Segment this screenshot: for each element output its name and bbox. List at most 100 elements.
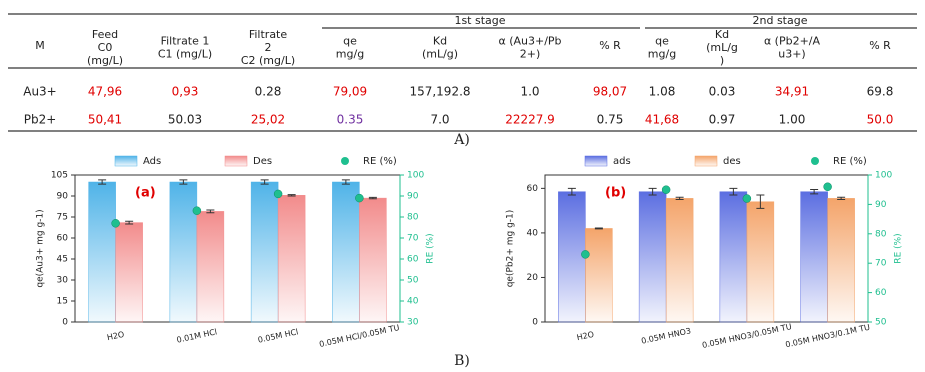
bar	[88, 181, 116, 323]
caption: A)	[453, 132, 470, 148]
table-cell: 0.75	[597, 113, 624, 127]
error-bar	[729, 187, 738, 196]
table-header: % R	[599, 39, 621, 52]
y-tick-label: 45	[57, 255, 68, 265]
annotation: (b)	[605, 186, 626, 201]
legend-label: Ads	[143, 156, 161, 167]
re-point	[742, 194, 752, 203]
legend-label: RE (%)	[363, 156, 397, 167]
table-cell: 79,09	[333, 85, 367, 99]
table-header: % R	[869, 39, 891, 52]
y-tick-label: 60	[527, 184, 539, 194]
table-cell: Au3+	[23, 85, 57, 99]
table-cell: 98,07	[593, 85, 627, 99]
y-tick-label: 60	[57, 234, 69, 244]
error-bar	[260, 179, 269, 185]
error-bar	[287, 194, 296, 197]
table-header: Filtrate	[249, 28, 288, 41]
table-cell: 0.03	[709, 85, 736, 99]
table-cell: 25,02	[251, 113, 285, 127]
table-header: C0	[98, 41, 113, 54]
table-header: qe	[655, 35, 669, 48]
table-header: (mg/L)	[87, 54, 123, 67]
bar	[196, 211, 225, 323]
x-tick-label: 0.05M HNO3	[640, 326, 691, 345]
table-cell: 0,93	[172, 85, 199, 99]
legend-marker	[341, 157, 349, 165]
table-header: C1 (mg/L)	[158, 48, 212, 61]
legend-marker	[694, 155, 718, 167]
y-axis-label: qe(Pb2+ mg g-1)	[506, 210, 516, 288]
table-cell: 69.8	[867, 85, 894, 99]
y2-tick-label: 70	[875, 259, 887, 269]
y2-tick-label: 90	[407, 192, 419, 202]
y-tick-label: 75	[57, 213, 68, 223]
table-header: Feed	[92, 28, 118, 41]
x-tick-label: 0.01M HCl	[176, 327, 218, 344]
y-axis-label: qe(Au3+ mg g-1)	[36, 209, 46, 287]
x-tick-label: H2O	[576, 330, 595, 342]
table-header: )	[720, 54, 724, 67]
y2-tick-label: 80	[875, 229, 887, 239]
y-tick-label: 90	[57, 192, 69, 202]
table-header: C2 (mg/L)	[241, 54, 295, 67]
error-bar	[368, 196, 377, 200]
table-cell: Pb2+	[24, 113, 57, 127]
bar	[115, 222, 143, 323]
bar	[746, 201, 775, 323]
error-bar	[179, 179, 188, 185]
bar	[558, 191, 586, 323]
bar	[359, 197, 387, 323]
bar	[169, 181, 198, 323]
table-header: (mL/g	[706, 41, 738, 54]
table-cell: 157,192.8	[409, 85, 470, 99]
y2-tick-label: 50	[407, 276, 419, 286]
y2-axis-label: RE (%)	[894, 233, 904, 263]
bar	[250, 181, 279, 323]
error-bar	[206, 209, 215, 214]
table-header: Kd	[715, 28, 729, 41]
re-point	[581, 250, 590, 259]
y-tick-label: 15	[57, 297, 68, 307]
table-header: α (Au3+/Pb	[498, 35, 561, 48]
error-bar	[810, 188, 819, 195]
bar	[585, 228, 613, 323]
re-point	[661, 185, 671, 194]
y2-tick-label: 80	[407, 213, 419, 223]
y2-tick-label: 90	[875, 200, 887, 210]
legend-marker	[224, 155, 248, 167]
table-header: (mL/g)	[422, 48, 458, 61]
table-cell: 0.35	[337, 113, 364, 127]
error-bar	[567, 187, 576, 196]
table-cell: 1.08	[649, 85, 676, 99]
x-tick-label: H2O	[106, 330, 125, 342]
table-header: mg/g	[648, 48, 676, 61]
bar	[277, 195, 306, 323]
table-cell: 0.97	[709, 113, 736, 127]
table-cell: 47,96	[88, 85, 122, 99]
legend-label: ads	[613, 156, 631, 167]
table-cell: 50.0	[867, 113, 894, 127]
y2-tick-label: 30	[407, 318, 419, 328]
error-bar	[837, 196, 846, 200]
error-bar	[648, 187, 657, 196]
error-bar	[594, 227, 603, 230]
table-header: 2+)	[520, 48, 541, 61]
table-header: α (Pb2+/A	[764, 35, 821, 48]
bar	[638, 191, 667, 323]
re-point	[273, 189, 283, 199]
y2-tick-label: 60	[875, 288, 887, 298]
table-header: mg/g	[336, 48, 364, 61]
table-header: u3+)	[778, 48, 805, 61]
re-point	[111, 219, 120, 228]
table-cell: 1.00	[779, 113, 806, 127]
error-bar	[125, 220, 134, 225]
table-cell: 0.28	[255, 85, 282, 99]
annotation: (a)	[135, 186, 156, 201]
legend-marker	[584, 155, 608, 167]
error-bar	[675, 196, 684, 200]
legend-label: des	[723, 156, 741, 167]
y2-tick-label: 70	[407, 234, 419, 244]
table-header: qe	[343, 35, 357, 48]
